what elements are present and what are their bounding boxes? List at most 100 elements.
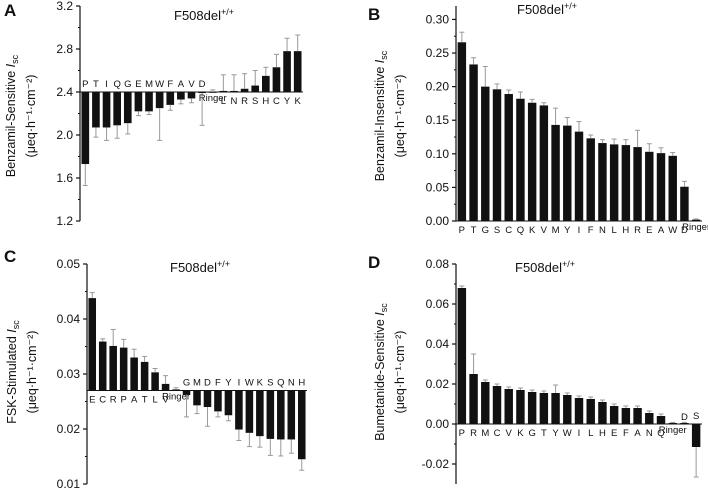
y-tick-label: 2.8 — [56, 42, 73, 56]
bar-d — [203, 390, 212, 407]
bar-d — [198, 92, 206, 94]
bar-d — [680, 423, 689, 424]
bar-m — [551, 124, 560, 221]
bar-n — [230, 90, 238, 92]
category-label: A — [634, 428, 641, 439]
bar-e — [645, 151, 654, 221]
category-label: A — [658, 225, 665, 236]
category-label: P — [82, 79, 88, 90]
panel-letter: C — [4, 247, 16, 266]
bar-n — [287, 390, 296, 440]
bar-p — [457, 42, 467, 221]
category-label: R — [634, 225, 641, 236]
panel-letter: A — [4, 1, 16, 20]
bar-n — [645, 413, 654, 424]
y-axis-label: FSK-Stimulated Isc(μeq·h⁻¹·cm⁻²) — [5, 320, 39, 424]
category-label: H — [262, 96, 269, 107]
bar-r — [469, 374, 478, 424]
category-label: W — [668, 225, 677, 236]
bar-v — [504, 389, 513, 424]
category-label: L — [152, 395, 157, 406]
category-label: G — [124, 79, 131, 90]
category-label: V — [541, 225, 548, 236]
panel-d: D F508del+/+ Bumetanide-Sensitive Isc(μeq·… — [368, 253, 702, 484]
bar-r — [633, 147, 642, 221]
category-label: K — [517, 428, 524, 439]
bar-e — [609, 406, 619, 424]
bar-h — [262, 75, 270, 92]
category-label: C — [505, 225, 512, 236]
bar-q — [516, 98, 525, 221]
bar-w — [155, 92, 164, 109]
category-label: K — [529, 225, 536, 236]
bar-i — [102, 92, 111, 128]
category-label: E — [135, 79, 141, 90]
bar-i — [574, 131, 584, 221]
category-label: Y — [564, 225, 571, 236]
category-label: T — [541, 428, 547, 439]
y-tick-label: 3.2 — [56, 0, 73, 13]
bar-a — [633, 408, 642, 424]
category-label: G — [482, 225, 489, 236]
category-label: H — [298, 378, 305, 389]
category-label: C — [99, 395, 106, 406]
category-label: N — [599, 225, 606, 236]
category-label: W — [155, 79, 164, 90]
category-label: H — [622, 225, 629, 236]
category-label: S — [252, 96, 258, 107]
bar-m — [193, 390, 201, 406]
bar-c — [504, 94, 513, 221]
bar-g — [123, 92, 132, 124]
category-label: V — [188, 79, 195, 90]
category-label: W — [563, 428, 572, 439]
bar-y — [224, 390, 233, 416]
category-label: N — [646, 428, 653, 439]
category-label: S — [494, 225, 500, 236]
category-label: T — [142, 395, 148, 406]
category-label: I — [578, 225, 581, 236]
bar-g — [527, 392, 537, 424]
bar-r — [109, 345, 117, 391]
bar-ringer — [208, 92, 217, 93]
bar-k — [516, 390, 525, 424]
y-tick-label: 0.03 — [57, 367, 81, 381]
category-label: D — [199, 79, 206, 90]
category-label: R — [470, 428, 477, 439]
category-label: K — [257, 378, 264, 389]
bar-a — [656, 153, 666, 221]
bar-v — [187, 92, 196, 99]
y-tick-label: 0.20 — [426, 80, 450, 94]
bar-a — [130, 357, 138, 391]
bar-h — [621, 145, 631, 221]
category-label: Q — [657, 428, 664, 439]
category-label: N — [288, 378, 295, 389]
bar-ringer — [691, 219, 701, 221]
bar-e — [134, 92, 143, 112]
category-label: F — [588, 225, 594, 236]
category-label: Ringer — [199, 93, 227, 104]
y-tick-label: 0.00 — [426, 417, 450, 431]
category-label: L — [588, 428, 593, 439]
category-label: E — [646, 225, 652, 236]
bar-d — [680, 186, 689, 221]
chart-title: F508del+/+ — [517, 1, 577, 17]
y-tick-label: 0.05 — [57, 257, 81, 271]
category-label: T — [471, 225, 477, 236]
y-tick-label: 0.02 — [57, 422, 81, 436]
y-tick-label: 0.08 — [426, 257, 450, 271]
category-label: F — [215, 378, 221, 389]
category-label: Y — [552, 428, 559, 439]
bar-l — [219, 90, 228, 92]
category-label: F — [167, 79, 173, 90]
category-label: W — [245, 378, 254, 389]
bar-f — [621, 408, 631, 424]
bar-q — [277, 390, 285, 440]
category-label: M — [552, 225, 560, 236]
bar-a — [177, 92, 185, 100]
bar-t — [539, 393, 549, 424]
panel-a: A F508del+/+ Benzamil-Sensitive Isc(μeq·h⁻… — [4, 0, 303, 228]
bar-g — [182, 390, 191, 395]
category-label: Y — [225, 378, 232, 389]
category-label: C — [494, 428, 501, 439]
